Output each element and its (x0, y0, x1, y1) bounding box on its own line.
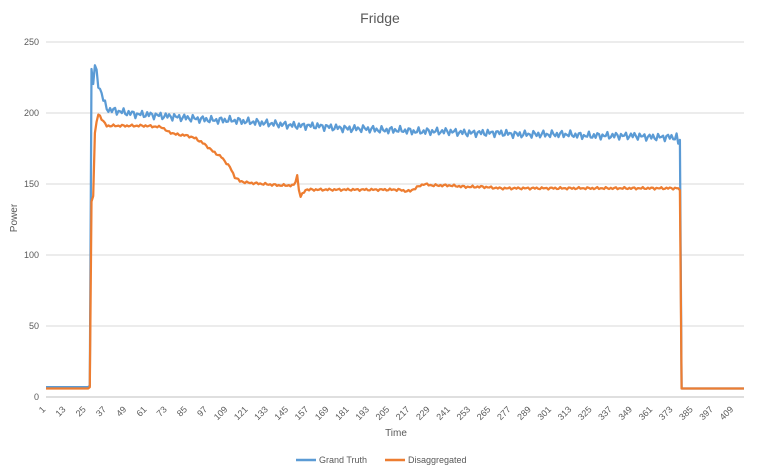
y-tick-label: 150 (24, 179, 39, 189)
y-tick-label: 50 (29, 321, 39, 331)
series-line-disaggregated (46, 113, 744, 390)
x-tick-label: 1 (37, 404, 48, 415)
legend-label: Disaggregated (408, 455, 467, 465)
series-line-grand-truth (46, 64, 744, 390)
y-axis-title: Power (9, 203, 20, 232)
y-tick-label: 100 (24, 250, 39, 260)
y-tick-label: 200 (24, 108, 39, 118)
x-axis-title: Time (385, 428, 407, 439)
legend-label: Grand Truth (319, 455, 367, 465)
legend: Grand Truth Disaggregated (296, 455, 467, 465)
y-tick-label: 0 (34, 392, 39, 402)
chart-title: Fridge (360, 10, 400, 26)
series-lines (46, 64, 744, 390)
y-axis-ticks: 0 50 100 150 200 250 (24, 37, 39, 402)
y-tick-label: 250 (24, 37, 39, 47)
gridlines (46, 41, 744, 398)
